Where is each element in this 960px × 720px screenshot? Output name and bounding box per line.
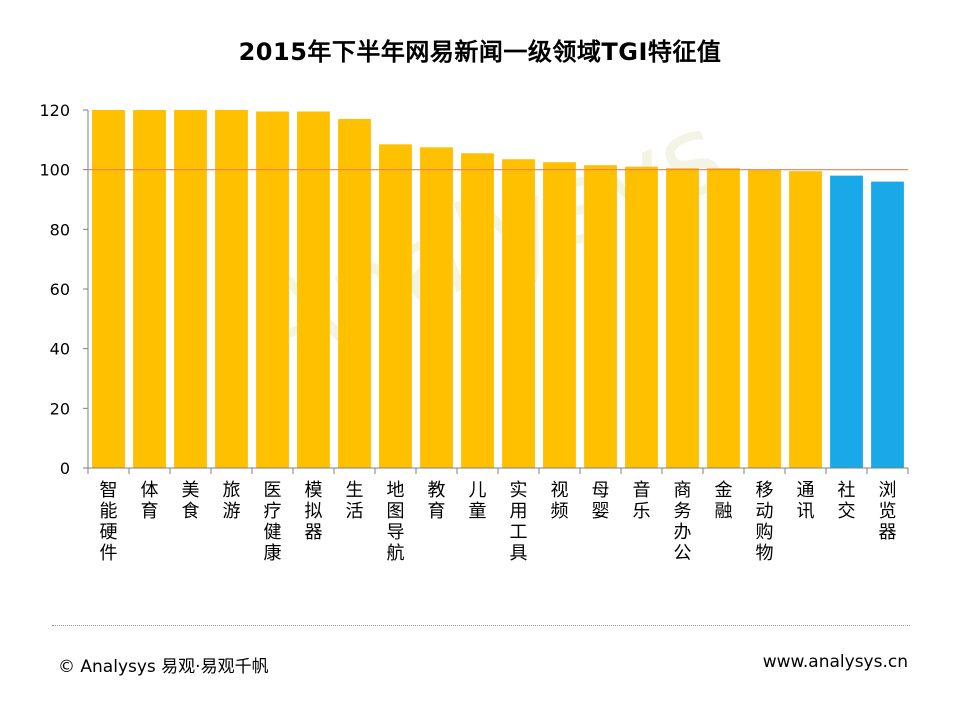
footer-copyright: © Analysys 易观·易观千帆 bbox=[58, 657, 269, 677]
bar bbox=[748, 169, 781, 468]
bar bbox=[256, 111, 289, 468]
bar bbox=[666, 168, 699, 469]
x-tick-label: 社交 bbox=[838, 480, 856, 522]
footer-website[interactable]: www.analysys.cn bbox=[762, 652, 908, 672]
x-tick-label: 浏览器 bbox=[879, 480, 897, 543]
bar bbox=[297, 111, 330, 468]
bar bbox=[625, 166, 658, 468]
bar bbox=[420, 147, 453, 468]
x-tick-label: 教育 bbox=[428, 480, 446, 522]
y-tick-label: 40 bbox=[50, 340, 70, 359]
chart-title: 2015年下半年网易新闻一级领域TGI特征值 bbox=[238, 38, 722, 66]
bar bbox=[338, 118, 371, 468]
x-tick-label: 通讯 bbox=[797, 480, 815, 522]
y-tick-label: 0 bbox=[60, 459, 70, 478]
x-tick-label: 音乐 bbox=[633, 480, 651, 522]
y-tick-label: 60 bbox=[50, 280, 70, 299]
bar bbox=[789, 171, 822, 469]
y-tick-label: 80 bbox=[50, 220, 70, 239]
bar bbox=[707, 168, 740, 469]
bar bbox=[502, 159, 535, 468]
x-tick-label: 金融 bbox=[715, 480, 733, 522]
x-tick-label: 生活 bbox=[346, 480, 364, 522]
y-tick-label: 100 bbox=[39, 161, 70, 180]
x-tick-label: 移动购物 bbox=[756, 480, 774, 564]
x-tick-label: 视频 bbox=[551, 480, 569, 522]
bar bbox=[461, 153, 494, 468]
x-tick-label: 地图导航 bbox=[387, 480, 405, 564]
x-tick-label: 旅游 bbox=[223, 480, 241, 522]
bar bbox=[174, 110, 207, 468]
y-tick-label: 20 bbox=[50, 399, 70, 418]
x-tick-label: 模拟器 bbox=[305, 480, 323, 543]
bar bbox=[830, 175, 863, 468]
x-tick-label: 儿童 bbox=[469, 480, 487, 522]
bar bbox=[92, 110, 125, 468]
y-tick-label: 120 bbox=[39, 101, 70, 120]
x-tick-label: 智能硬件 bbox=[100, 480, 118, 564]
x-tick-label: 美食 bbox=[182, 480, 200, 522]
bar bbox=[379, 144, 412, 468]
bar bbox=[215, 110, 248, 468]
footer-divider bbox=[52, 625, 910, 626]
x-tick-label: 商务办公 bbox=[674, 480, 692, 564]
bar bbox=[133, 110, 166, 468]
x-tick-label: 医疗健康 bbox=[264, 480, 282, 564]
x-tick-label: 实用工具 bbox=[510, 480, 528, 564]
bar bbox=[871, 181, 904, 468]
y-axis: 0 20 40 60 80 100 120 bbox=[39, 101, 89, 478]
x-tick-label: 体育 bbox=[141, 480, 159, 522]
x-tick-label: 母婴 bbox=[592, 480, 610, 522]
bars bbox=[92, 110, 904, 469]
bar bbox=[584, 165, 617, 469]
bar bbox=[543, 162, 576, 469]
